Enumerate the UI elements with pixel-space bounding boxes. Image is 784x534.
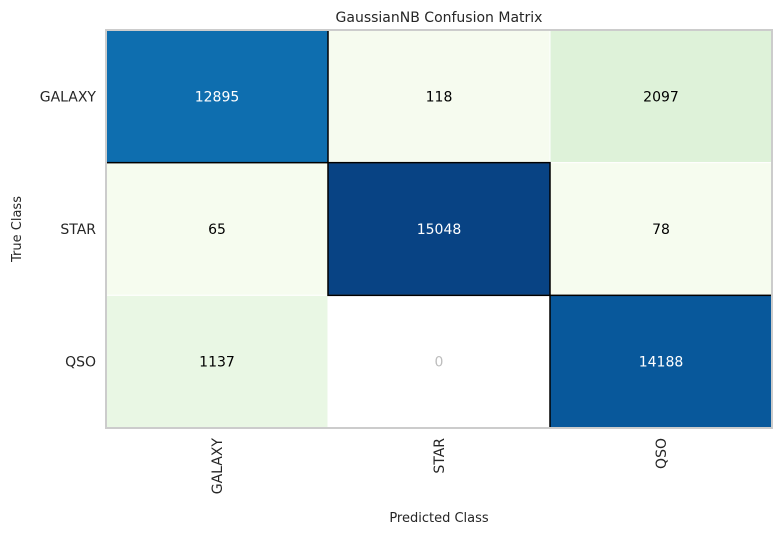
cell-value-label: 12895: [195, 89, 240, 105]
x-tick-label: GALAXY: [210, 438, 226, 495]
cell-star-galaxy: [105, 162, 329, 296]
cell-value-label: 2097: [643, 89, 679, 105]
x-axis-label: Predicted Class: [389, 511, 489, 526]
cell-value-label: 1137: [199, 355, 235, 371]
cell-galaxy-galaxy: [105, 29, 329, 164]
cell-qso-galaxy: [105, 294, 329, 429]
cell-galaxy-star: [327, 29, 551, 164]
x-tick-label: QSO: [654, 438, 670, 469]
y-axis-label: True Class: [10, 196, 25, 263]
x-tick-labels: GALAXY STAR QSO: [210, 438, 670, 495]
cell-star-star: [327, 162, 551, 296]
x-tick-label: STAR: [432, 438, 448, 474]
plot-frame: [105, 29, 773, 429]
y-tick-label: QSO: [65, 355, 96, 371]
y-tick-labels: GALAXY STAR QSO: [40, 89, 97, 370]
cell-value-label: 118: [426, 89, 453, 105]
cell-value-label: 0: [435, 355, 444, 371]
y-tick-label: STAR: [60, 222, 96, 238]
cell-value-label: 14188: [639, 355, 684, 371]
heatmap-cells: [105, 29, 773, 429]
cell-value-label: 78: [652, 222, 670, 238]
cell-value-labels: 12895 118 2097 65 15048 78 1137 0 14188: [195, 89, 684, 370]
y-tick-label: GALAXY: [40, 89, 97, 105]
cell-star-qso: [549, 162, 773, 296]
cell-qso-star: [327, 294, 551, 429]
diagonal-cell-outline: [327, 161, 551, 297]
cell-value-label: 65: [208, 222, 226, 238]
cell-value-label: 15048: [417, 222, 462, 238]
chart-title: GaussianNB Confusion Matrix: [336, 10, 543, 26]
